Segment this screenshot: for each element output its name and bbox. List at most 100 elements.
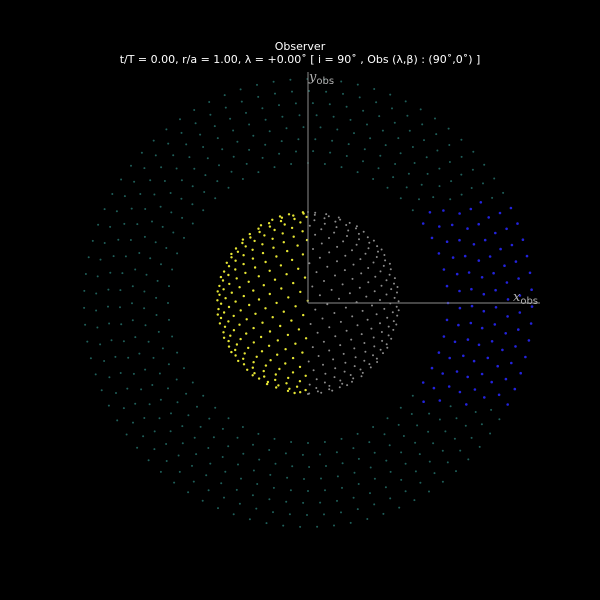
star-point-nightside (372, 261, 375, 264)
star-point-nightside (358, 238, 360, 241)
star-point-dayside (272, 246, 275, 249)
star-point-dayside (222, 331, 225, 334)
ring-particle (281, 115, 284, 118)
ring-particle-far (510, 361, 513, 365)
star-point-nightside (338, 297, 340, 300)
ring-particle-far (463, 254, 467, 258)
ring-particle (87, 256, 90, 259)
ring-particle (342, 92, 344, 95)
ring-particle (483, 163, 486, 166)
star-point-dayside (235, 343, 239, 346)
ring-particle (449, 405, 452, 408)
star-point-dayside (295, 385, 299, 388)
ring-particle-far (469, 321, 473, 325)
star-point-nightside (371, 304, 373, 307)
star-point-dayside (216, 290, 219, 293)
ring-particle (289, 489, 292, 492)
ring-particle (411, 209, 414, 212)
ring-particle (373, 477, 376, 480)
ring-particle-far (494, 288, 497, 292)
star-point-nightside (326, 303, 329, 306)
ring-particle (160, 263, 162, 266)
ring-particle (383, 433, 386, 436)
ring-particle (323, 78, 326, 81)
ring-particle (472, 150, 475, 153)
star-point-nightside (313, 219, 316, 222)
ring-particle (224, 106, 227, 109)
star-point-nightside (318, 294, 321, 297)
ring-particle (320, 477, 322, 480)
ring-particle-far (517, 328, 520, 331)
star-point-nightside (314, 308, 317, 311)
star-point-nightside (332, 358, 335, 361)
star-point-dayside (223, 325, 227, 328)
star-point-dayside (257, 275, 260, 278)
ring-particle (438, 185, 441, 188)
star-point-nightside (385, 343, 388, 346)
ring-particle (119, 372, 122, 374)
star-point-dayside (229, 334, 232, 337)
ring-particle-far (438, 399, 442, 402)
star-point-dayside (276, 353, 279, 356)
ring-particle (336, 499, 338, 502)
star-point-dayside (245, 332, 248, 335)
star-point-nightside (328, 251, 331, 254)
star-point-nightside (339, 218, 342, 221)
ring-particle-far (450, 223, 454, 227)
ring-particle (180, 197, 183, 200)
ring-particle (399, 406, 402, 409)
star-point-dayside (251, 374, 254, 377)
star-point-nightside (372, 354, 374, 357)
ring-particle-far (458, 390, 462, 394)
star-point-nightside (315, 271, 318, 274)
ring-particle (460, 155, 463, 158)
ring-particle-far (458, 212, 461, 215)
ring-particle (290, 441, 293, 443)
ring-particle (386, 186, 389, 189)
ring-particle (111, 193, 114, 195)
ring-particle (84, 323, 87, 326)
ring-particle-far (458, 238, 461, 242)
ring-particle (404, 490, 407, 493)
star-point-dayside (263, 234, 266, 237)
ring-particle (363, 148, 366, 151)
ring-particle (460, 193, 463, 196)
star-point-nightside (367, 267, 370, 269)
star-point-dayside (286, 249, 289, 253)
ring-particle-far (483, 396, 486, 399)
star-point-dayside (224, 297, 227, 300)
star-point-dayside (297, 267, 300, 270)
ring-particle (312, 150, 315, 153)
ring-particle (470, 187, 473, 189)
ring-particle (160, 166, 163, 169)
ring-particle (248, 123, 251, 126)
ring-particle (191, 464, 193, 467)
ring-particle (391, 107, 393, 110)
ring-particle (447, 127, 450, 130)
ring-particle (273, 437, 276, 440)
ring-particle (168, 318, 170, 321)
ring-particle (478, 445, 481, 448)
ring-particle (369, 492, 371, 495)
star-point-dayside (248, 232, 251, 236)
ring-particle (157, 330, 160, 333)
star-point-dayside (279, 264, 283, 267)
ring-particle (406, 114, 409, 117)
ring-particle (389, 497, 392, 500)
ring-particle (122, 340, 125, 343)
ring-particle (393, 121, 396, 124)
star-point-nightside (375, 313, 378, 316)
star-point-dayside (218, 322, 222, 325)
star-point-nightside (307, 360, 310, 363)
star-point-nightside (326, 265, 329, 268)
star-point-nightside (338, 386, 341, 389)
ring-particle (144, 324, 147, 327)
ring-particle-far (445, 284, 449, 288)
star-point-nightside (370, 327, 373, 330)
star-point-dayside (251, 248, 254, 251)
ring-particle (268, 130, 271, 133)
ring-particle (121, 272, 124, 275)
ring-particle (272, 80, 275, 83)
ring-particle (183, 367, 185, 370)
ring-particle (286, 476, 289, 479)
